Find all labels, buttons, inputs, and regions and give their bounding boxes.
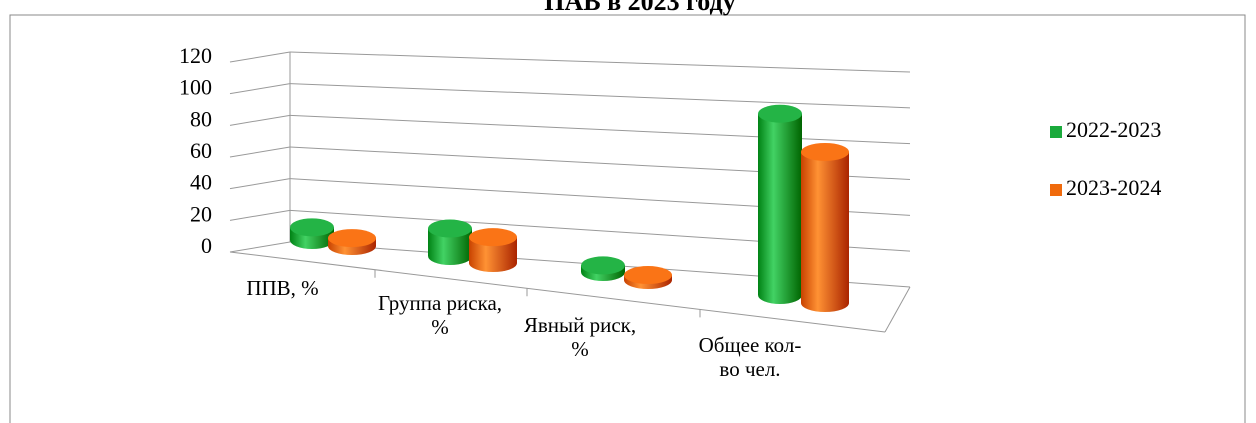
grid-line (229, 83, 291, 95)
bar-top (469, 228, 517, 247)
y-tick-label: 20 (190, 201, 212, 226)
chart-border (9, 14, 1246, 423)
bar-top (581, 256, 625, 275)
x-tick-label: Явный риск, % (523, 313, 637, 361)
y-tick-label: 60 (190, 138, 212, 163)
x-tick-label: Группа риска, % (377, 291, 503, 339)
legend-label: 2022-2023 (1066, 117, 1161, 142)
floor-edge (229, 251, 886, 333)
x-tick-label: Общее кол-во чел. (698, 333, 802, 381)
bar (758, 113, 802, 305)
grid-line (229, 241, 291, 253)
bar-top (290, 218, 334, 237)
y-tick-label: 120 (179, 43, 212, 68)
grid-line (229, 146, 291, 158)
grid-line (229, 178, 291, 190)
bar-top (428, 219, 472, 238)
legend-label: 2023-2024 (1066, 175, 1161, 200)
grid-line (229, 114, 291, 126)
floor-edge (884, 286, 911, 333)
y-tick-label: 80 (190, 106, 212, 131)
grid-line (289, 83, 911, 109)
bar-top (801, 142, 849, 161)
x-tick-label: ППВ, % (246, 276, 319, 300)
bar-top (624, 266, 672, 285)
legend-swatch (1050, 126, 1062, 138)
y-tick-label: 40 (190, 170, 212, 195)
y-tick-label: 100 (179, 75, 212, 100)
bar-top (758, 104, 802, 123)
y-tick-label: 0 (201, 233, 212, 258)
bar-top (328, 229, 376, 248)
grid-line (229, 209, 291, 221)
legend-swatch (1050, 184, 1062, 196)
bar (428, 228, 472, 265)
grid-line (289, 114, 911, 145)
grid-line (289, 51, 911, 73)
bar (801, 151, 849, 312)
chart-title: ПАВ в 2023 году (544, 0, 735, 16)
grid-line (229, 51, 291, 63)
bar (469, 237, 517, 272)
